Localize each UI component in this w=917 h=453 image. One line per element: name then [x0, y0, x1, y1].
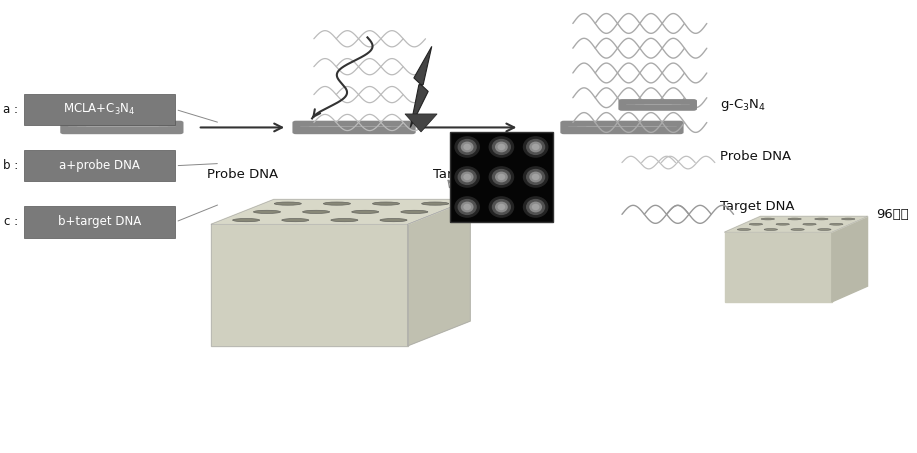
Ellipse shape: [498, 144, 505, 150]
Ellipse shape: [749, 223, 763, 225]
Text: a :: a :: [3, 103, 22, 116]
Ellipse shape: [460, 172, 473, 183]
Ellipse shape: [529, 172, 542, 183]
Ellipse shape: [495, 202, 508, 212]
Text: 96孔板: 96孔板: [877, 208, 910, 221]
Ellipse shape: [790, 229, 804, 231]
Ellipse shape: [460, 202, 473, 212]
Ellipse shape: [401, 210, 428, 213]
Text: Target DNA: Target DNA: [433, 168, 507, 181]
Ellipse shape: [492, 199, 511, 215]
Ellipse shape: [498, 204, 505, 210]
Ellipse shape: [380, 218, 407, 222]
Polygon shape: [408, 199, 470, 346]
Ellipse shape: [454, 136, 480, 158]
Bar: [24, 150, 175, 182]
Text: Target DNA: Target DNA: [720, 200, 795, 213]
Ellipse shape: [458, 199, 477, 215]
Ellipse shape: [463, 144, 471, 150]
Ellipse shape: [331, 218, 358, 222]
Ellipse shape: [529, 202, 542, 212]
Text: Probe DNA: Probe DNA: [207, 168, 278, 181]
Ellipse shape: [489, 136, 514, 158]
Text: g-C$_3$N$_4$: g-C$_3$N$_4$: [720, 97, 767, 113]
Ellipse shape: [303, 210, 329, 213]
Bar: [24, 206, 175, 238]
Ellipse shape: [523, 166, 548, 188]
Ellipse shape: [492, 139, 511, 155]
Polygon shape: [724, 232, 832, 302]
Text: MCLA+C$_3$N$_4$: MCLA+C$_3$N$_4$: [63, 102, 136, 117]
Text: Probe DNA: Probe DNA: [720, 150, 791, 163]
Ellipse shape: [422, 202, 448, 205]
Ellipse shape: [489, 166, 514, 188]
Bar: [450, 132, 553, 222]
Ellipse shape: [526, 139, 546, 155]
Polygon shape: [724, 217, 867, 232]
Ellipse shape: [529, 141, 542, 152]
Polygon shape: [410, 46, 432, 127]
Ellipse shape: [764, 229, 778, 231]
Ellipse shape: [523, 136, 548, 158]
Ellipse shape: [489, 196, 514, 218]
Polygon shape: [832, 217, 867, 302]
FancyBboxPatch shape: [293, 120, 415, 134]
Ellipse shape: [495, 141, 508, 152]
Ellipse shape: [830, 223, 843, 225]
Ellipse shape: [495, 172, 508, 183]
Ellipse shape: [454, 196, 480, 218]
Ellipse shape: [454, 166, 480, 188]
Ellipse shape: [761, 218, 775, 220]
Bar: [24, 94, 175, 125]
Ellipse shape: [532, 144, 539, 150]
Ellipse shape: [492, 169, 511, 185]
Ellipse shape: [458, 139, 477, 155]
Ellipse shape: [737, 229, 751, 231]
Text: c :: c :: [4, 216, 22, 228]
Ellipse shape: [532, 204, 539, 210]
Ellipse shape: [460, 141, 473, 152]
FancyBboxPatch shape: [618, 99, 697, 111]
Ellipse shape: [802, 223, 816, 225]
Ellipse shape: [526, 199, 546, 215]
FancyBboxPatch shape: [61, 120, 183, 134]
Polygon shape: [211, 224, 408, 346]
Ellipse shape: [526, 169, 546, 185]
Polygon shape: [211, 199, 470, 224]
Ellipse shape: [372, 202, 400, 205]
Ellipse shape: [274, 202, 302, 205]
FancyBboxPatch shape: [560, 120, 683, 134]
Ellipse shape: [523, 196, 548, 218]
Text: a+probe DNA: a+probe DNA: [59, 159, 140, 172]
Ellipse shape: [776, 223, 790, 225]
Ellipse shape: [498, 174, 505, 180]
Ellipse shape: [233, 218, 260, 222]
Ellipse shape: [814, 218, 828, 220]
Ellipse shape: [463, 174, 471, 180]
Ellipse shape: [818, 229, 831, 231]
Ellipse shape: [463, 204, 471, 210]
Ellipse shape: [282, 218, 309, 222]
Ellipse shape: [253, 210, 281, 213]
Polygon shape: [405, 114, 437, 132]
Ellipse shape: [352, 210, 379, 213]
Ellipse shape: [842, 218, 855, 220]
Text: b :: b :: [3, 159, 22, 172]
Ellipse shape: [324, 202, 350, 205]
Ellipse shape: [458, 169, 477, 185]
Ellipse shape: [788, 218, 801, 220]
Text: b+target DNA: b+target DNA: [58, 216, 141, 228]
Ellipse shape: [532, 174, 539, 180]
